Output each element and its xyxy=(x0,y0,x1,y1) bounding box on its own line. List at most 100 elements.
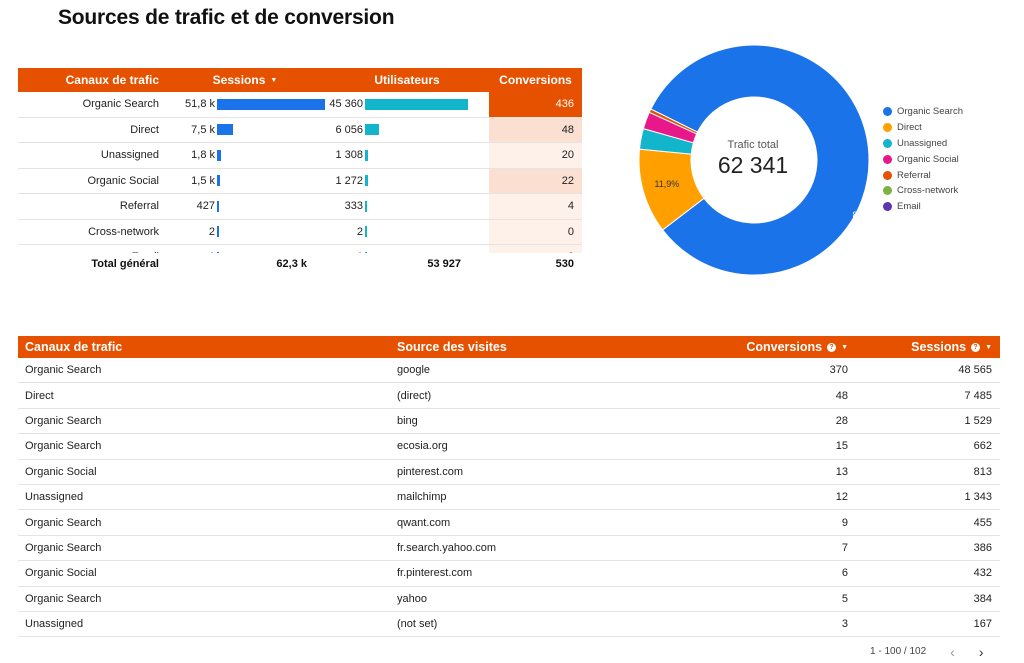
table-row[interactable]: Organic Search google 370 48 565 xyxy=(18,358,1000,384)
source-cell: mailchimp xyxy=(397,491,447,504)
sessions-value: 427 xyxy=(196,200,215,213)
table-row[interactable]: Organic Search ecosia.org 15 662 xyxy=(18,434,1000,460)
source-cell: (direct) xyxy=(397,389,432,402)
legend-swatch xyxy=(883,186,892,196)
channel-cell: Organic Social xyxy=(25,567,97,580)
table-row[interactable]: Direct (direct) 48 7 485 xyxy=(18,383,1000,409)
legend-item[interactable]: Referral xyxy=(883,167,963,183)
next-page-icon[interactable]: › xyxy=(978,643,984,660)
legend-item[interactable]: Organic Social xyxy=(883,151,963,167)
sessions-bar xyxy=(217,175,221,187)
channel-summary-table: Canaux de trafic Sessions ▼ Utilisateurs … xyxy=(18,68,582,275)
sort-desc-icon: ▼ xyxy=(270,77,278,85)
header-sessions[interactable]: Sessions ▼ xyxy=(212,73,278,87)
total-users: 53 927 xyxy=(427,258,461,270)
donut-slice[interactable] xyxy=(648,108,699,135)
header-conversions[interactable]: Conversions xyxy=(499,73,572,87)
traffic-donut-chart[interactable] xyxy=(588,0,920,326)
prev-page-icon[interactable]: ‹ xyxy=(950,643,955,660)
info-icon[interactable]: ? xyxy=(971,343,981,353)
users-cell: 1 xyxy=(325,251,489,253)
conversions-cell: 0 xyxy=(489,219,582,244)
sessions-cell: 1 343 xyxy=(964,491,992,504)
legend-swatch xyxy=(883,123,892,133)
sessions-cell: 432 xyxy=(973,567,992,580)
users-bar xyxy=(365,124,379,136)
donut-center-label: Trafic total xyxy=(727,139,779,151)
sessions-cell: 1 529 xyxy=(964,414,992,427)
table-row[interactable]: Referral 427 333 4 xyxy=(18,194,582,220)
channel-cell: Cross-network xyxy=(88,225,159,238)
sessions-bar xyxy=(217,149,221,161)
table-row[interactable]: Organic Social pinterest.com 13 813 xyxy=(18,460,1000,485)
table-row[interactable]: Direct 7,5 k 6 056 48 xyxy=(18,117,582,143)
channel-cell: Organic Search xyxy=(25,440,102,453)
sessions-cell: 813 xyxy=(973,465,992,478)
legend-swatch xyxy=(883,138,892,148)
conversions-cell: 436 xyxy=(489,92,582,117)
sessions-bar xyxy=(217,98,325,110)
users-value: 1 308 xyxy=(335,149,363,162)
users-cell: 6 056 xyxy=(325,124,489,136)
channel-cell: Organic Search xyxy=(25,414,102,427)
header-channel-2[interactable]: Canaux de trafic xyxy=(25,340,123,354)
header-users[interactable]: Utilisateurs xyxy=(374,73,440,87)
donut-slice[interactable] xyxy=(600,6,908,314)
table-row[interactable]: Organic Search yahoo 5 384 xyxy=(18,587,1000,612)
legend-item[interactable]: Cross-network xyxy=(883,183,963,199)
conversions-cell: 0 xyxy=(489,245,582,253)
conversions-cell: 7 xyxy=(841,541,848,554)
legend-item[interactable]: Direct xyxy=(883,120,963,136)
sessions-cell: 7,5 k xyxy=(165,124,325,136)
header-conversions-2[interactable]: Conversions? ▼ xyxy=(746,340,848,354)
table-row[interactable]: Organic Search 51,8 k 45 360 436 xyxy=(18,92,582,118)
table-row[interactable]: Unassigned 1,8 k 1 308 20 xyxy=(18,143,582,169)
users-value: 333 xyxy=(344,200,363,213)
header-source[interactable]: Source des visites xyxy=(397,340,507,354)
source-table-body[interactable]: Organic Search google 370 48 565 Direct (dire… xyxy=(18,358,1000,638)
sessions-cell: 2 xyxy=(165,226,325,238)
legend-label: Organic Social xyxy=(897,153,959,165)
table-row[interactable]: Organic Social fr.pinterest.com 6 432 xyxy=(18,561,1000,587)
info-icon[interactable]: ? xyxy=(827,343,837,353)
total-label: Total général xyxy=(91,258,159,270)
conversions-cell: 4 xyxy=(489,194,582,219)
table-row[interactable]: Organic Search fr.search.yahoo.com 7 386 xyxy=(18,536,1000,562)
source-cell: fr.pinterest.com xyxy=(397,567,473,580)
table-row[interactable]: Organic Social 1,5 k 1 272 22 xyxy=(18,168,582,194)
users-value: 6 056 xyxy=(335,123,363,136)
users-bar xyxy=(365,175,368,187)
channel-cell: Unassigned xyxy=(25,491,84,504)
source-cell: yahoo xyxy=(397,592,427,605)
sessions-bar xyxy=(217,200,219,212)
legend-label: Cross-network xyxy=(897,185,959,197)
legend-item[interactable]: Unassigned xyxy=(883,136,963,152)
legend-swatch xyxy=(883,202,892,212)
header-sessions-2[interactable]: Sessions? ▼ xyxy=(911,340,992,354)
table-row[interactable]: Unassigned mailchimp 12 1 343 xyxy=(18,485,1000,511)
table-row[interactable]: Unassigned (not set) 3 167 xyxy=(18,612,1000,638)
conversions-cell: 5 xyxy=(841,592,848,605)
sessions-cell: 1,8 k xyxy=(165,149,325,161)
conversions-cell: 48 xyxy=(489,117,582,142)
sessions-cell: 662 xyxy=(973,440,992,453)
table-row[interactable]: Email 1 1 0 xyxy=(18,245,582,253)
slice-label: 11,9% xyxy=(654,178,680,189)
legend-item[interactable]: Email xyxy=(883,199,963,215)
total-conversions: 530 xyxy=(555,258,574,270)
legend-item[interactable]: Organic Search xyxy=(883,104,963,120)
channel-cell: Organic Social xyxy=(25,465,97,478)
legend-label: Referral xyxy=(897,169,931,181)
header-channel[interactable]: Canaux de trafic xyxy=(65,73,159,87)
channel-summary-header: Canaux de trafic Sessions ▼ Utilisateurs … xyxy=(18,68,582,92)
source-cell: ecosia.org xyxy=(397,440,448,453)
users-cell: 45 360 xyxy=(325,98,489,110)
legend-swatch xyxy=(883,154,892,164)
channel-cell: Organic Search xyxy=(82,98,159,111)
channel-summary-body[interactable]: Organic Search 51,8 k 45 360 436 Direct 7,5 k… xyxy=(18,92,582,253)
source-table-header: Canaux de trafic Source des visites Conv… xyxy=(18,336,1000,358)
channel-cell: Unassigned xyxy=(100,149,159,162)
table-row[interactable]: Organic Search qwant.com 9 455 xyxy=(18,510,1000,536)
table-row[interactable]: Organic Search bing 28 1 529 xyxy=(18,409,1000,435)
table-row[interactable]: Cross-network 2 2 0 xyxy=(18,219,582,245)
